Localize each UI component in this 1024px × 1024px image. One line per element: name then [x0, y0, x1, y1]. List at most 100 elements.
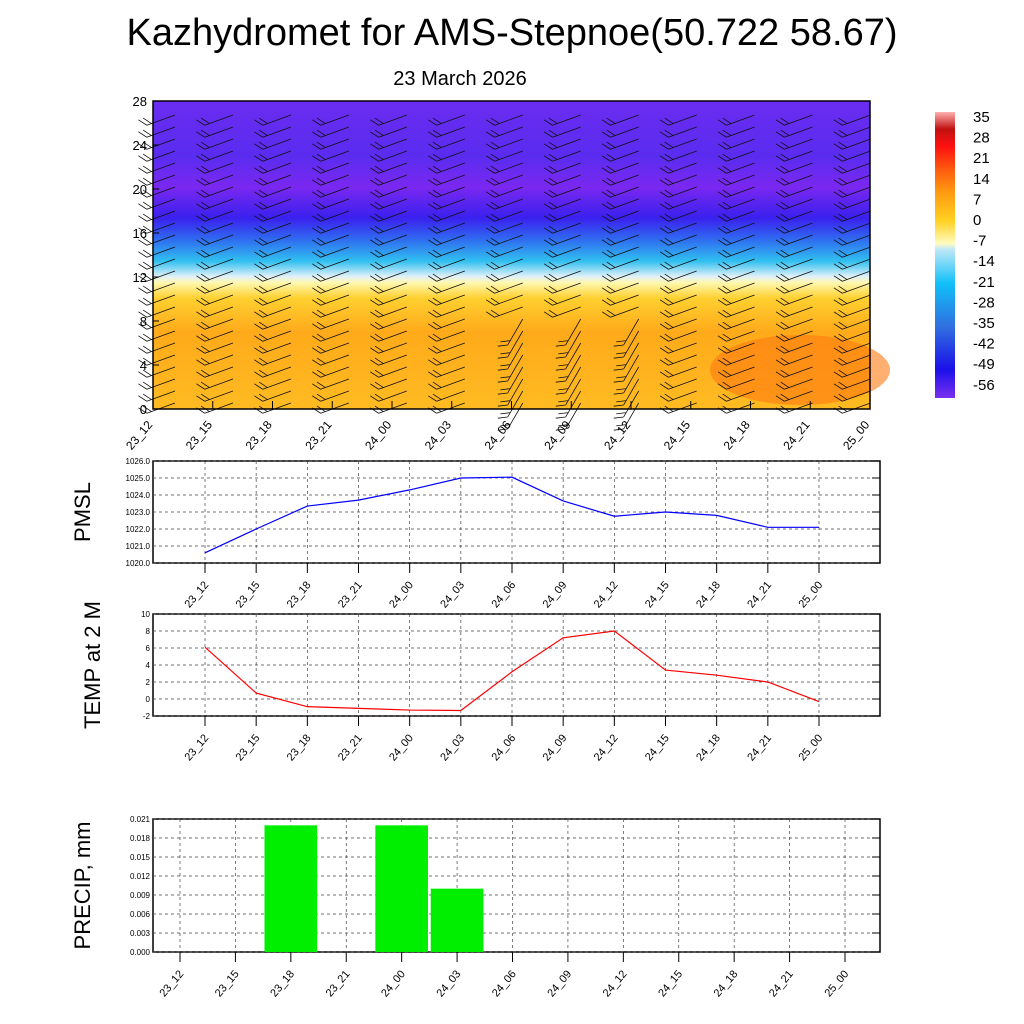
wind-barb	[138, 390, 176, 402]
wind-barb	[138, 378, 176, 390]
wind-barb	[543, 210, 581, 222]
wind-barb	[555, 354, 582, 383]
wind-barb	[138, 126, 176, 138]
wind-barb	[428, 174, 465, 186]
x-tick-label: 24_06	[489, 579, 518, 610]
y-tick-label: 1025.0	[126, 474, 151, 483]
wind-barb	[370, 366, 407, 378]
wind-barb	[555, 366, 582, 395]
x-tick-label: 23_12	[123, 418, 155, 453]
wind-barb	[312, 342, 350, 354]
y-tick-label: 24	[133, 138, 147, 153]
wind-barb	[138, 282, 176, 294]
wind-barb	[543, 258, 581, 270]
y-tick-label: 2	[146, 678, 151, 687]
wind-barb	[601, 174, 639, 186]
colorbar-label: 21	[973, 150, 990, 167]
precip-bar	[430, 888, 484, 952]
wind-barb	[775, 378, 813, 390]
wind-barb	[254, 186, 292, 198]
x-tick-label: 23_18	[285, 732, 314, 763]
wind-barb	[543, 294, 581, 306]
y-tick-label: 1023.0	[126, 508, 151, 517]
wind-barb	[543, 114, 581, 126]
chart-title: Kazhydromet for AMS-Stepnoe(50.722 58.67…	[126, 12, 898, 54]
wind-barb	[833, 162, 871, 174]
colorbar-label: -49	[973, 356, 995, 373]
wind-barb	[659, 366, 697, 378]
y-tick-label: 8	[146, 627, 151, 636]
wind-barb	[833, 186, 871, 198]
wind-barb	[312, 378, 350, 390]
wind-barb	[254, 126, 292, 138]
wind-barb	[254, 282, 292, 294]
wind-barb	[775, 390, 813, 402]
wind-barb	[312, 294, 350, 306]
wind-barb	[196, 150, 234, 162]
wind-barb	[196, 114, 234, 126]
wind-barb	[717, 354, 755, 366]
x-tick-label: 24_12	[592, 732, 621, 763]
wind-barb	[833, 114, 871, 126]
colorbar-label: -56	[973, 377, 995, 394]
wind-barb	[370, 282, 407, 294]
wind-barb	[485, 258, 523, 270]
wind-barb	[613, 354, 640, 383]
y-tick-label: 0.021	[130, 815, 151, 824]
x-tick-label: 24_18	[694, 732, 723, 763]
wind-barb	[775, 282, 813, 294]
wind-barb	[775, 138, 813, 150]
wind-barb	[312, 186, 350, 198]
wind-barb	[428, 138, 465, 150]
wind-barb	[428, 282, 465, 294]
wind-barb	[428, 390, 465, 402]
wind-barb	[428, 306, 465, 318]
colorbar-label: -7	[973, 233, 986, 250]
wind-barb	[196, 270, 234, 282]
x-tick-label: 23_21	[336, 579, 365, 610]
wind-barb	[370, 390, 407, 402]
wind-barb	[312, 234, 350, 246]
wind-barb	[485, 294, 523, 306]
wind-barb	[659, 318, 697, 330]
wind-barb	[485, 198, 523, 210]
wind-barb	[138, 138, 176, 150]
wind-barb	[833, 282, 871, 294]
x-tick-label: 24_21	[745, 732, 774, 763]
wind-barb	[497, 390, 524, 419]
x-tick-label: 24_09	[545, 968, 574, 999]
wind-barb	[312, 150, 350, 162]
wind-barb	[717, 162, 755, 174]
wind-barb	[659, 330, 697, 342]
wind-barb	[775, 270, 813, 282]
wind-barb	[833, 258, 871, 270]
wind-barb	[833, 366, 871, 378]
x-tick-label: 24_09	[541, 579, 570, 610]
wind-barb	[775, 114, 813, 126]
colorbar-label: -28	[973, 294, 995, 311]
wind-barb	[717, 198, 755, 210]
wind-barb	[601, 150, 639, 162]
x-tick-label: 24_15	[643, 732, 672, 763]
x-tick-label: 23_18	[268, 968, 297, 999]
wind-barb	[312, 210, 350, 222]
data-line	[204, 630, 820, 712]
wind-barb	[196, 126, 234, 138]
wind-barb	[312, 318, 350, 330]
x-tick-label: 24_12	[601, 968, 630, 999]
wind-barb	[138, 330, 176, 342]
y-tick-label: 20	[133, 182, 147, 197]
wind-barb	[659, 354, 697, 366]
wind-barb	[833, 342, 871, 354]
wind-barb	[312, 114, 350, 126]
x-tick-label: 25_00	[796, 579, 825, 610]
wind-barb	[428, 222, 465, 234]
x-tick-label: 24_15	[643, 579, 672, 610]
wind-barb	[196, 282, 234, 294]
wind-barb	[196, 366, 234, 378]
wind-barb	[497, 366, 524, 395]
x-tick-label: 24_18	[694, 579, 723, 610]
wind-barb	[601, 258, 639, 270]
wind-barb	[370, 306, 407, 318]
wind-barb	[196, 174, 234, 186]
